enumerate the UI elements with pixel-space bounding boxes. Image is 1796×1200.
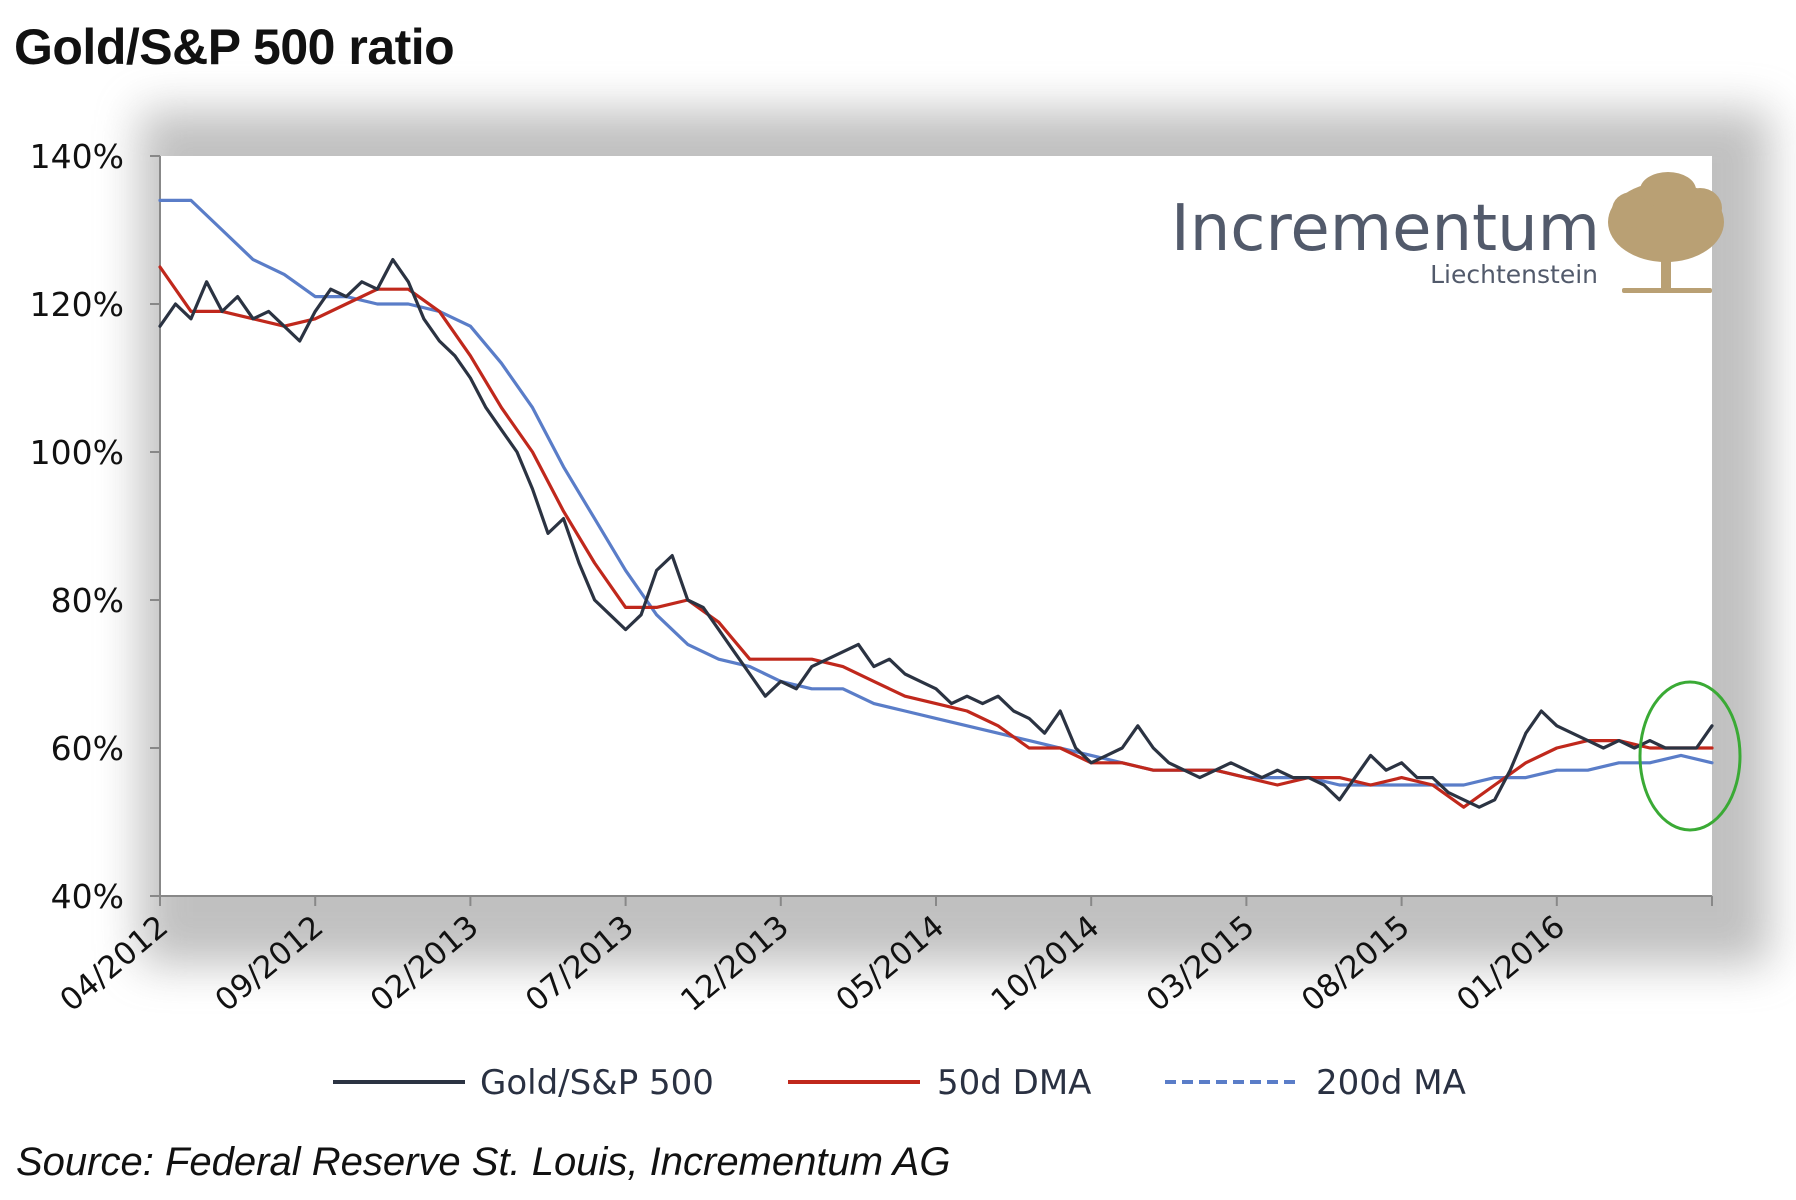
series-50d-dma [158,265,1714,809]
y-tick-label: 100% [30,433,124,472]
y-tick-label: 140% [30,137,124,176]
tree-icon [1608,172,1724,293]
y-tick-label: 60% [51,729,124,768]
plot-area [160,156,1712,896]
logo-name: Incrementum [1171,192,1600,266]
logo-subtitle: Liechtenstein [1430,260,1598,289]
series-layer [158,198,1714,809]
highlight-circle [1638,680,1742,832]
legend-label-gold-sp500: Gold/S&P 500 [480,1063,714,1103]
y-tick-label: 80% [51,581,124,620]
series-gold-sp500 [158,258,1714,809]
legend-label-50d-dma: 50d DMA [937,1063,1091,1103]
source-note: Source: Federal Reserve St. Louis, Incre… [16,1140,951,1184]
chart-title: Gold/S&P 500 ratio [14,19,455,75]
y-tick-label: 40% [51,877,124,916]
legend-label-200d-ma: 200d MA [1316,1063,1466,1103]
y-tick-label: 120% [30,285,124,324]
legend: Gold/S&P 500 50d DMA 200d MA [333,1063,1466,1103]
incrementum-logo: Incrementum Liechtenstein [1171,172,1724,293]
